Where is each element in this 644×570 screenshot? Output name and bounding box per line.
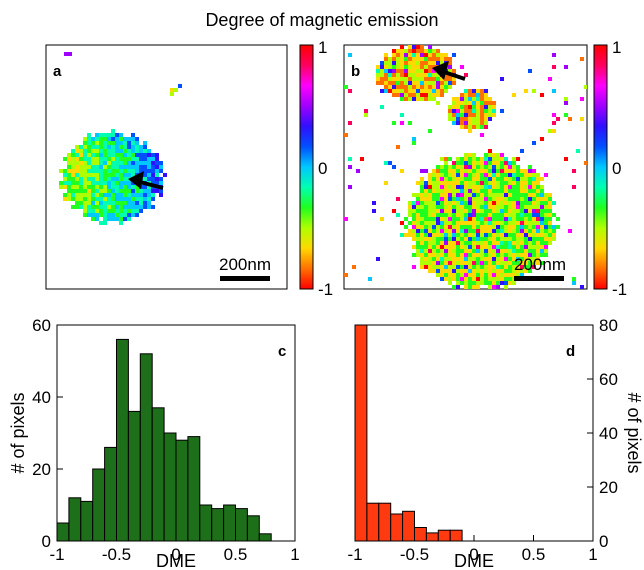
panel-label-a: a <box>53 63 62 80</box>
histogram-bar <box>199 504 213 542</box>
colorbar-a-tick-mid: 0 <box>318 159 327 178</box>
scale-bar-label-b: 200nm <box>514 255 566 274</box>
figure-title: Degree of magnetic emission <box>205 10 438 30</box>
y-tick-label: 0 <box>599 532 608 551</box>
y-tick-label: 20 <box>599 478 618 497</box>
colorbar-a-tick-min: -1 <box>318 280 333 299</box>
histogram-d-frame <box>354 324 594 542</box>
map-a-pixels <box>59 52 182 225</box>
map-panel-b: b 200nm <box>343 44 588 290</box>
panel-label-b: b <box>351 63 360 80</box>
map-panel-a: a 200nm <box>45 44 288 290</box>
arrow-icon <box>128 171 164 190</box>
histogram-bar <box>211 508 225 542</box>
histogram-bar <box>151 407 165 542</box>
histogram-d-xlabel: DME <box>454 551 494 570</box>
x-tick-label: -1 <box>347 545 362 564</box>
histogram-bar <box>68 497 82 542</box>
histogram-d-bars <box>354 324 463 542</box>
histogram-c-bars <box>56 338 272 542</box>
histogram-bar <box>139 353 153 542</box>
histogram-bar <box>425 532 439 542</box>
histogram-bar <box>449 529 463 542</box>
histogram-c-ylabel: # of pixels <box>8 392 28 473</box>
colorbar-b-tick-mid: 0 <box>612 159 621 178</box>
histogram-bar <box>402 510 416 542</box>
map-b-pixels <box>344 45 587 289</box>
scale-bar-label-a: 200nm <box>219 255 271 274</box>
histogram-bar <box>246 515 260 542</box>
x-tick-label: 0.5 <box>522 545 546 564</box>
histogram-bar <box>80 500 94 542</box>
histogram-d-ylabel: # of pixels <box>624 392 644 473</box>
x-tick-label: 0.5 <box>224 545 248 564</box>
histogram-bar <box>223 504 237 542</box>
x-tick-label: -0.5 <box>400 545 429 564</box>
x-tick-label: 1 <box>290 545 299 564</box>
histogram-bar <box>390 513 404 542</box>
y-tick-label: 20 <box>32 460 51 479</box>
histogram-c-xlabel: DME <box>156 551 196 570</box>
panel-label-d: d <box>566 343 575 360</box>
histogram-bar <box>163 432 177 542</box>
histogram-bar <box>56 522 70 542</box>
scale-bar-a <box>220 276 270 281</box>
histogram-bar <box>116 338 129 542</box>
colorbar-b: 1 0 -1 <box>593 38 627 299</box>
colorbar-a-tick-max: 1 <box>318 38 327 57</box>
histogram-bar <box>437 529 451 542</box>
histogram-bar <box>235 508 248 542</box>
x-tick-label: 0 <box>469 545 478 564</box>
y-tick-label: 0 <box>42 532 51 551</box>
y-tick-label: 60 <box>599 370 618 389</box>
histogram-bar <box>127 410 141 542</box>
panel-label-c: c <box>278 343 286 360</box>
arrow-icon <box>432 61 466 81</box>
histogram-bar <box>354 324 368 542</box>
histogram-c: -1 -0.5 0 0.5 1 0 20 40 60 c DME # of pixels <box>8 316 300 570</box>
colorbar-b-tick-max: 1 <box>612 38 621 57</box>
x-tick-label: -1 <box>49 545 64 564</box>
histogram-bar <box>187 436 201 542</box>
y-tick-label: 40 <box>32 388 51 407</box>
y-tick-label: 60 <box>32 316 51 335</box>
histogram-bar <box>414 527 427 542</box>
scale-bar-b <box>514 276 564 281</box>
x-tick-label: 0 <box>171 545 180 564</box>
x-tick-label: -0.5 <box>102 545 131 564</box>
histogram-c-axes: -1 -0.5 0 0.5 1 0 20 40 60 <box>32 316 300 564</box>
colorbar-b-tick-min: -1 <box>612 280 627 299</box>
histogram-bar <box>258 533 272 542</box>
x-tick-label: 1 <box>588 545 597 564</box>
histogram-bar <box>366 502 380 542</box>
colorbar-a: 1 0 -1 <box>299 38 333 299</box>
histogram-bar <box>92 468 106 542</box>
histogram-bar <box>175 439 189 542</box>
y-tick-label: 40 <box>599 424 618 443</box>
histogram-bar <box>378 502 392 542</box>
y-tick-label: 80 <box>599 316 618 335</box>
histogram-bar <box>104 446 117 542</box>
